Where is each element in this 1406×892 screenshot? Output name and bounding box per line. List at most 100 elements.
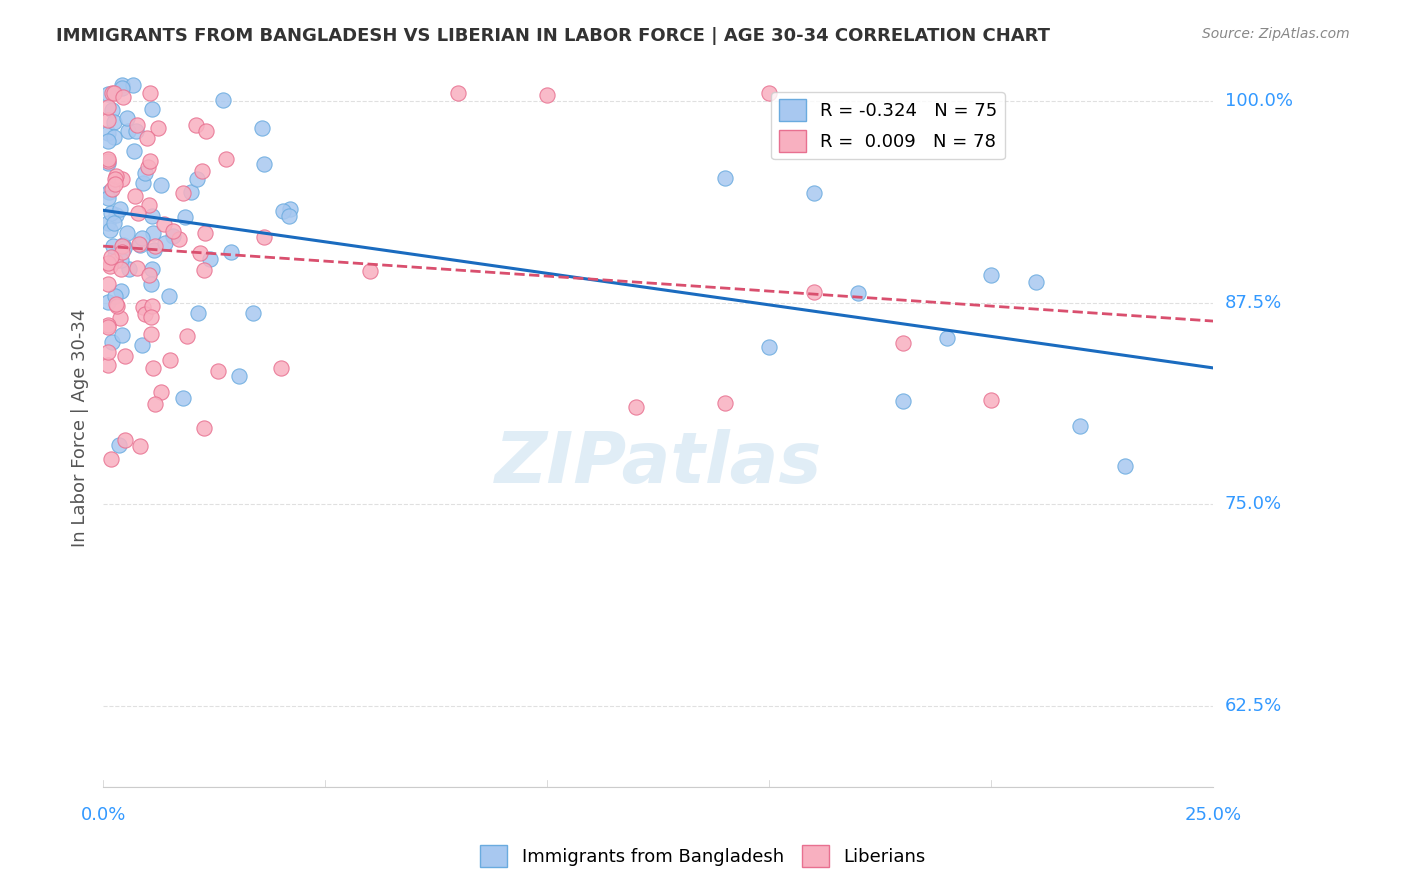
- Text: 87.5%: 87.5%: [1225, 293, 1282, 311]
- Point: [112, 237, 135, 252]
- Point: [97, 295, 120, 310]
- Point: [150, 178, 173, 192]
- Point: [97, 87, 120, 101]
- Point: [141, 209, 163, 223]
- Point: [97, 185, 120, 199]
- Point: [153, 217, 176, 231]
- Point: [142, 360, 165, 375]
- Point: [134, 307, 156, 321]
- Point: [103, 216, 125, 230]
- Point: [624, 400, 647, 414]
- Point: [187, 306, 209, 320]
- Point: [104, 249, 127, 263]
- Point: [104, 172, 127, 186]
- Legend: Immigrants from Bangladesh, Liberians: Immigrants from Bangladesh, Liberians: [472, 838, 934, 874]
- Point: [97, 255, 120, 269]
- Point: [846, 285, 869, 300]
- Point: [172, 392, 194, 406]
- Point: [103, 114, 125, 128]
- Point: [104, 297, 127, 311]
- Text: 100.0%: 100.0%: [1225, 92, 1292, 110]
- Point: [131, 338, 153, 352]
- Point: [97, 100, 120, 114]
- Point: [110, 328, 132, 343]
- Point: [128, 236, 150, 251]
- Point: [103, 254, 125, 268]
- Point: [176, 329, 198, 343]
- Point: [215, 153, 238, 167]
- Point: [159, 353, 181, 368]
- Point: [148, 120, 170, 135]
- Point: [142, 243, 165, 257]
- Point: [250, 121, 273, 136]
- Point: [167, 231, 190, 245]
- Point: [536, 87, 558, 102]
- Point: [122, 78, 145, 92]
- Point: [139, 277, 162, 291]
- Text: 25.0%: 25.0%: [1185, 806, 1241, 824]
- Point: [219, 245, 242, 260]
- Point: [97, 113, 120, 128]
- Point: [714, 396, 737, 410]
- Point: [97, 277, 120, 291]
- Point: [132, 300, 155, 314]
- Point: [97, 134, 120, 148]
- Point: [110, 262, 132, 277]
- Point: [174, 211, 197, 225]
- Point: [111, 80, 134, 95]
- Point: [101, 239, 124, 253]
- Text: Source: ZipAtlas.com: Source: ZipAtlas.com: [1202, 27, 1350, 41]
- Point: [98, 223, 121, 237]
- Point: [270, 360, 292, 375]
- Point: [136, 130, 159, 145]
- Text: 62.5%: 62.5%: [1225, 698, 1282, 715]
- Point: [97, 318, 120, 332]
- Point: [188, 246, 211, 260]
- Point: [132, 176, 155, 190]
- Point: [138, 268, 160, 282]
- Point: [758, 86, 780, 100]
- Point: [143, 239, 166, 253]
- Point: [141, 299, 163, 313]
- Point: [125, 261, 148, 276]
- Point: [803, 285, 825, 299]
- Point: [97, 126, 120, 140]
- Point: [128, 237, 150, 252]
- Point: [891, 335, 914, 350]
- Point: [97, 155, 120, 169]
- Point: [100, 206, 122, 220]
- Point: [271, 204, 294, 219]
- Point: [105, 299, 128, 313]
- Point: [97, 345, 120, 359]
- Point: [114, 433, 136, 447]
- Point: [111, 172, 134, 186]
- Point: [139, 327, 162, 342]
- Point: [97, 152, 120, 166]
- Point: [97, 154, 120, 169]
- Point: [193, 262, 215, 277]
- Point: [98, 259, 121, 273]
- Point: [162, 224, 184, 238]
- Point: [104, 177, 127, 191]
- Point: [891, 394, 914, 409]
- Point: [936, 330, 959, 344]
- Point: [194, 124, 217, 138]
- Point: [103, 130, 125, 145]
- Point: [101, 182, 124, 196]
- Point: [149, 384, 172, 399]
- Point: [212, 93, 235, 107]
- Point: [803, 186, 825, 201]
- Point: [141, 262, 163, 277]
- Text: 75.0%: 75.0%: [1225, 495, 1282, 514]
- Text: ZIPatlas: ZIPatlas: [495, 429, 823, 498]
- Point: [122, 145, 145, 159]
- Point: [134, 166, 156, 180]
- Point: [104, 289, 127, 303]
- Point: [228, 369, 250, 384]
- Point: [242, 306, 264, 320]
- Point: [278, 202, 301, 216]
- Point: [200, 252, 222, 267]
- Point: [100, 86, 122, 100]
- Point: [180, 185, 202, 199]
- Point: [139, 310, 162, 325]
